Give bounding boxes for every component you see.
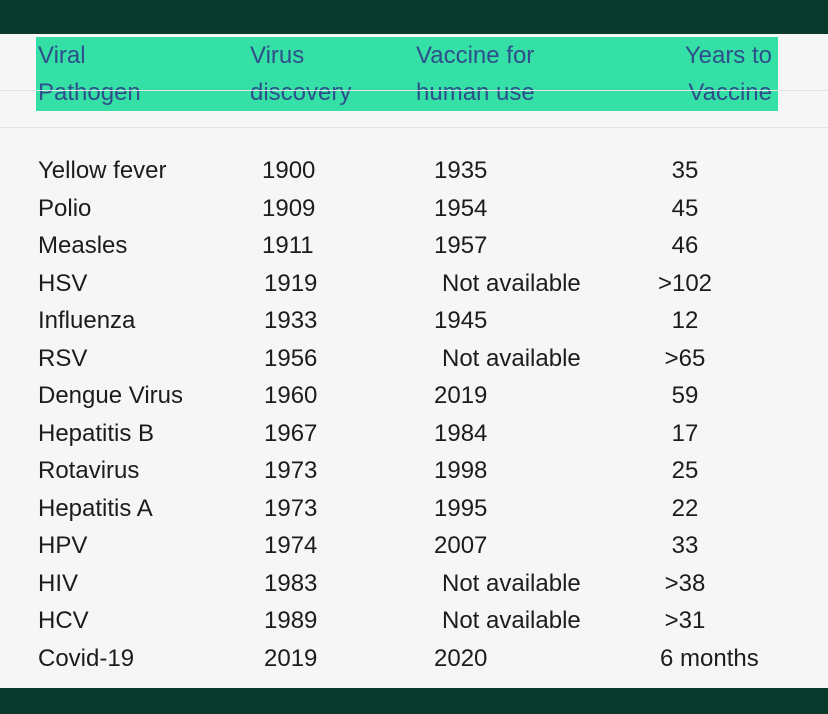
- cell-years: >31: [664, 607, 706, 634]
- cell-discovery: 1973: [264, 494, 318, 522]
- table-row: Rotavirus 1973 1998 25: [0, 451, 828, 489]
- cell-vaccine: Not available: [442, 269, 581, 297]
- table-row: HIV 1983 Not available >38: [0, 564, 828, 602]
- cell-years: 6 months: [660, 644, 759, 672]
- cell-years: 59: [671, 382, 699, 409]
- cell-pathogen: Rotavirus: [38, 457, 140, 484]
- cell-years: 25: [671, 457, 699, 484]
- cell-pathogen: Hepatitis B: [38, 419, 155, 447]
- table-document: Viral Pathogen Virus discovery Vaccine f…: [0, 34, 828, 688]
- header-viral-pathogen: Viral Pathogen: [38, 42, 141, 106]
- cell-years: 46: [671, 232, 699, 259]
- bottom-frame-bar: [0, 688, 828, 714]
- cell-years: 17: [671, 419, 699, 447]
- cell-pathogen: RSV: [38, 344, 88, 372]
- cell-discovery: 1983: [264, 569, 318, 597]
- cell-discovery: 2019: [264, 644, 318, 672]
- cell-vaccine: Not available: [442, 344, 581, 372]
- table-row: HCV 1989 Not available >31: [0, 601, 828, 639]
- ruled-line: [0, 127, 828, 128]
- header-vaccine-for-human-use: Vaccine for human use: [416, 42, 535, 106]
- cell-vaccine: 2020: [434, 644, 488, 672]
- cell-pathogen: Yellow fever: [38, 157, 167, 184]
- cell-pathogen: Dengue Virus: [38, 382, 183, 409]
- table-row: HPV 1974 2007 33: [0, 526, 828, 564]
- cell-vaccine: 1998: [434, 457, 488, 484]
- cell-vaccine: Not available: [442, 569, 581, 597]
- cell-vaccine: 1957: [434, 232, 488, 259]
- cell-vaccine: 1984: [434, 419, 488, 447]
- table-row: Influenza 1933 1945 12: [0, 301, 828, 339]
- table-row: Polio 1909 1954 45: [0, 189, 828, 227]
- table-row: Measles 1911 1957 46: [0, 226, 828, 264]
- cell-discovery: 1919: [264, 269, 318, 297]
- cell-vaccine: 1954: [434, 194, 488, 222]
- cell-discovery: 1973: [264, 457, 318, 484]
- table-row: Hepatitis B 1967 1984 17: [0, 414, 828, 452]
- cell-discovery: 1974: [264, 532, 318, 559]
- cell-pathogen: HSV: [38, 269, 88, 297]
- table-row: HSV 1919 Not available >102: [0, 264, 828, 302]
- cell-pathogen: Influenza: [38, 307, 136, 334]
- cell-pathogen: Covid-19: [38, 644, 135, 672]
- cell-discovery: 1956: [264, 344, 318, 372]
- cell-years: 35: [671, 157, 699, 184]
- cell-vaccine: 2007: [434, 532, 488, 559]
- cell-vaccine: 1945: [434, 307, 488, 334]
- cell-vaccine: 2019: [434, 382, 488, 409]
- table-row: Dengue Virus 1960 2019 59: [0, 376, 828, 414]
- cell-discovery: 1967: [264, 419, 318, 447]
- cell-discovery: 1909: [262, 194, 316, 222]
- cell-pathogen: Measles: [38, 232, 128, 259]
- cell-vaccine: Not available: [442, 607, 581, 634]
- cell-discovery: 1960: [264, 382, 318, 409]
- cell-years: >38: [664, 569, 706, 597]
- cell-pathogen: Hepatitis A: [38, 494, 153, 522]
- cell-years: 22: [671, 494, 699, 522]
- table-row: RSV 1956 Not available >65: [0, 339, 828, 377]
- header-band: [36, 37, 778, 111]
- cell-discovery: 1933: [264, 307, 318, 334]
- cell-pathogen: HPV: [38, 532, 88, 559]
- cell-vaccine: 1935: [434, 157, 488, 184]
- top-frame-bar: [0, 0, 828, 34]
- table-row: Hepatitis A 1973 1995 22: [0, 489, 828, 527]
- cell-discovery: 1911: [262, 232, 314, 259]
- cell-years: 12: [671, 307, 699, 334]
- cell-years: 45: [671, 194, 699, 222]
- cell-pathogen: HCV: [38, 607, 89, 634]
- ruled-line: [0, 90, 828, 91]
- header-years-to-vaccine: Years to Vaccine: [684, 42, 772, 106]
- header-virus-discovery: Virus discovery: [250, 42, 352, 106]
- cell-years: 33: [671, 532, 699, 559]
- table-body: Yellow fever 1900 1935 35 Polio 1909 195…: [0, 151, 828, 676]
- cell-years: >102: [657, 269, 713, 297]
- cell-years: >65: [664, 344, 706, 372]
- table-row: Covid-19 2019 2020 6 months: [0, 639, 828, 677]
- cell-vaccine: 1995: [434, 494, 488, 522]
- cell-pathogen: Polio: [38, 194, 92, 222]
- cell-pathogen: HIV: [38, 569, 79, 597]
- table-row: Yellow fever 1900 1935 35: [0, 151, 828, 189]
- cell-discovery: 1900: [262, 157, 316, 184]
- cell-discovery: 1989: [264, 607, 318, 634]
